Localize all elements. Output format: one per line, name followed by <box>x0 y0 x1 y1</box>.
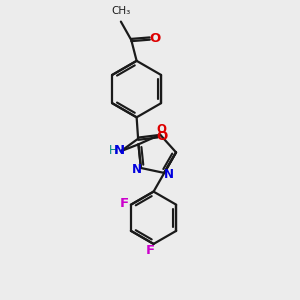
Text: N: N <box>164 168 174 181</box>
Text: O: O <box>157 130 168 143</box>
Text: H: H <box>109 143 118 157</box>
Text: F: F <box>120 197 129 210</box>
Text: F: F <box>146 244 155 257</box>
Text: N: N <box>114 143 125 157</box>
Text: CH₃: CH₃ <box>111 6 130 16</box>
Text: O: O <box>157 123 166 136</box>
Text: O: O <box>149 32 160 45</box>
Text: N: N <box>131 163 142 176</box>
